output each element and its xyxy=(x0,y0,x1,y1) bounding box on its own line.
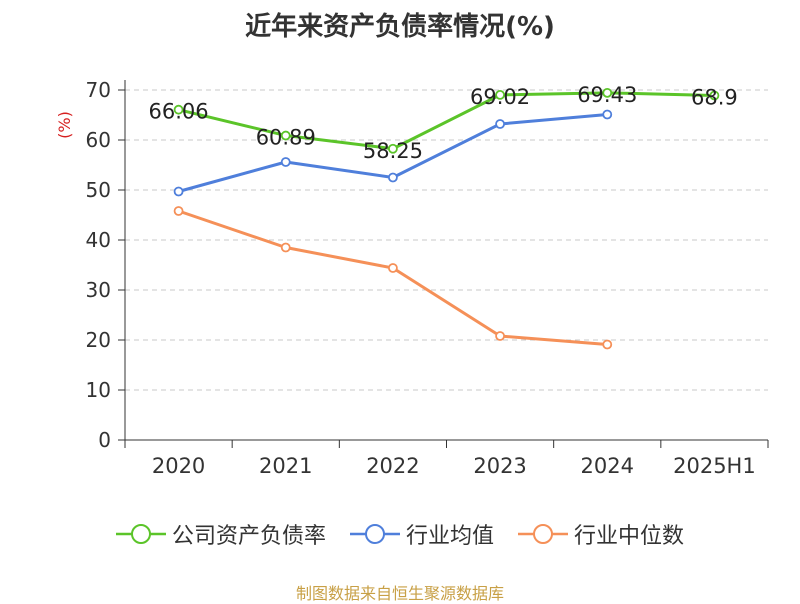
y-axis-label: (%) xyxy=(55,111,74,139)
legend: 公司资产负债率 行业均值 行业中位数 xyxy=(0,518,800,550)
x-tick-label: 2022 xyxy=(366,454,419,478)
data-point xyxy=(495,331,505,341)
data-point xyxy=(173,206,184,216)
data-label: 66.06 xyxy=(149,100,209,124)
x-tick-label: 2023 xyxy=(473,454,526,478)
y-tick-label: 0 xyxy=(98,428,111,452)
y-tick-label: 70 xyxy=(86,78,111,102)
data-point xyxy=(602,109,613,120)
legend-label: 行业中位数 xyxy=(574,524,685,549)
data-point xyxy=(495,90,505,100)
y-tick-label: 60 xyxy=(86,128,111,152)
x-tick-label: 2020 xyxy=(152,454,205,478)
data-label: 58.25 xyxy=(363,139,423,163)
legend-label: 公司资产负债率 xyxy=(171,524,326,549)
x-tick-label: 2024 xyxy=(581,454,634,478)
data-point xyxy=(173,104,184,115)
data-point xyxy=(388,172,398,183)
series-line xyxy=(178,209,608,346)
chart-title: 近年来资产负债率情况(%) xyxy=(245,12,555,42)
series-line xyxy=(178,91,715,151)
source-footer: 制图数据来自恒生聚源数据库 xyxy=(295,584,504,603)
legend-label: 行业均值 xyxy=(405,524,494,549)
y-tick-label: 30 xyxy=(86,278,111,302)
data-point xyxy=(280,130,291,141)
y-tick-label: 10 xyxy=(86,378,111,402)
y-tick-label: 50 xyxy=(86,178,111,202)
data-label: 68.9 xyxy=(691,86,738,110)
legend-item[interactable]: 公司资产负债率 xyxy=(115,518,326,550)
legend-item[interactable]: 行业均值 xyxy=(349,518,494,550)
data-point xyxy=(173,186,184,197)
x-tick-label: 2021 xyxy=(259,454,312,478)
legend-marker-icon xyxy=(115,524,166,544)
data-point xyxy=(280,242,291,253)
data-point xyxy=(388,263,398,273)
data-point xyxy=(495,119,505,129)
data-label: 69.02 xyxy=(470,85,530,109)
data-label: 69.43 xyxy=(577,83,637,107)
data-point xyxy=(280,157,291,167)
legend-marker-icon xyxy=(349,524,400,544)
data-point xyxy=(709,90,720,101)
x-tick-label: 2025H1 xyxy=(673,454,756,478)
data-point xyxy=(388,143,398,154)
legend-marker-icon xyxy=(518,524,568,544)
y-tick-label: 40 xyxy=(86,228,111,252)
data-point xyxy=(602,339,613,350)
data-label: 60.89 xyxy=(256,126,316,150)
data-point xyxy=(602,87,613,98)
line-chart: 0 10 20 30 40 50 60 70 2020 2021 2022 2023 2024 2025H… xyxy=(55,78,769,478)
legend-item[interactable]: 行业中位数 xyxy=(518,518,684,550)
y-tick-label: 20 xyxy=(86,328,111,352)
